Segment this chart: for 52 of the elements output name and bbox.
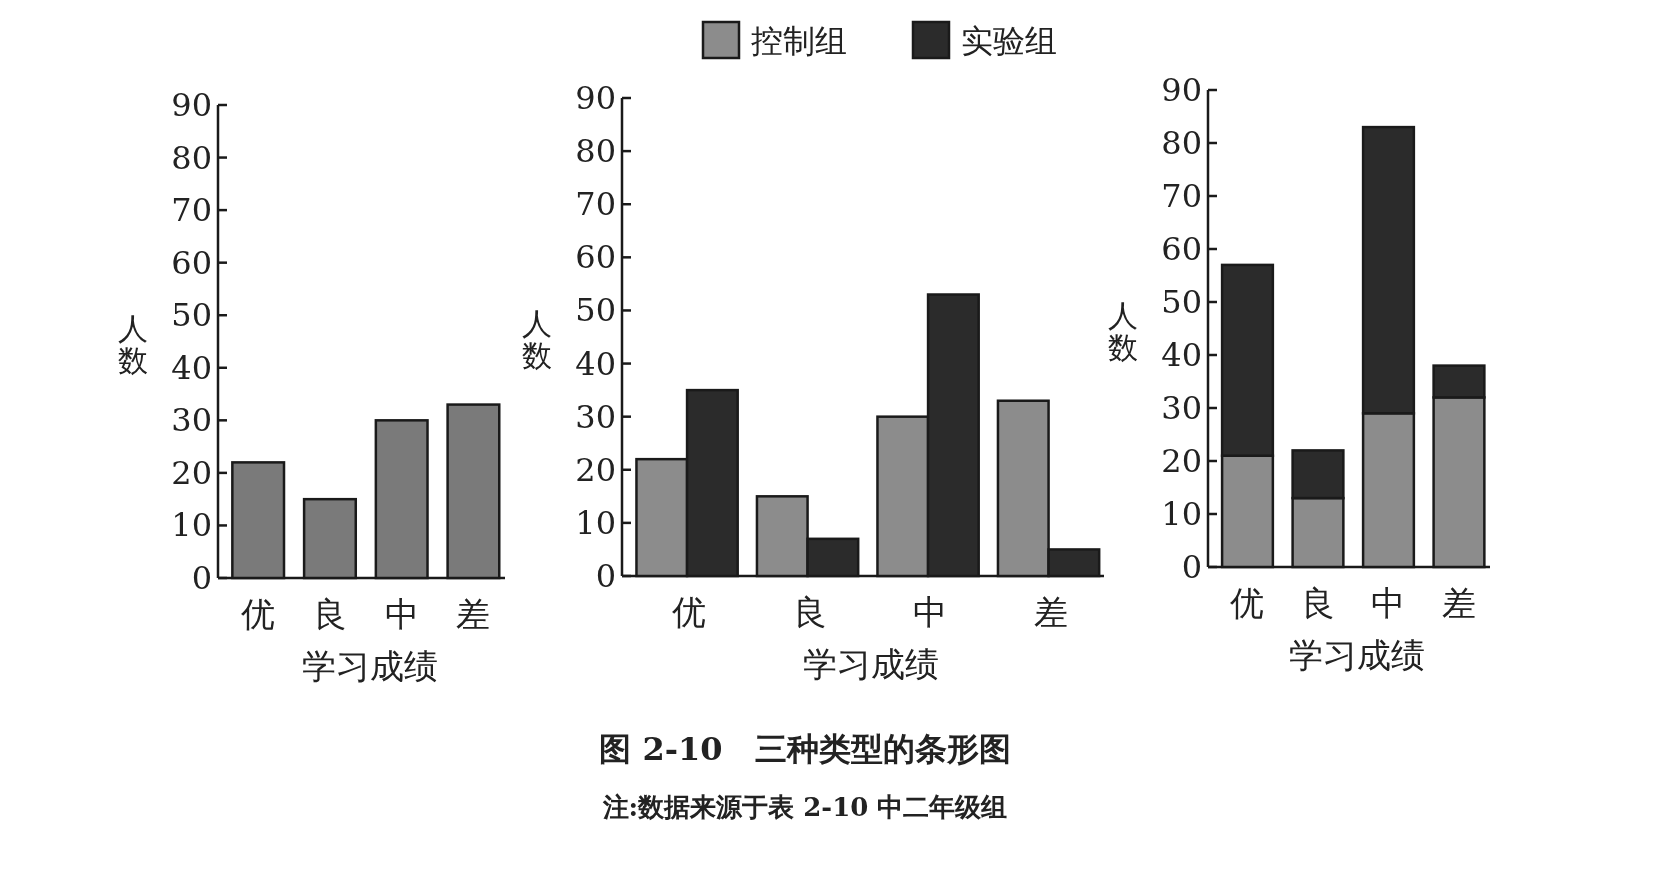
x-tick-label: 良 <box>792 592 827 632</box>
y-tick-label: 30 <box>575 397 616 436</box>
x-tick-label: 中 <box>913 592 948 632</box>
y-tick-label: 50 <box>575 291 616 330</box>
y-tick-label: 40 <box>171 348 212 387</box>
y-tick-label: 0 <box>595 557 616 595</box>
y-tick-label: 10 <box>171 506 212 545</box>
y-tick-label: 80 <box>1161 124 1202 162</box>
x-tick-label: 差 <box>456 594 491 634</box>
x-tick-label: 良 <box>1300 583 1335 623</box>
x-tick-label: 差 <box>1441 583 1476 623</box>
y-tick-label: 70 <box>1161 177 1202 215</box>
y-axis-title: 人数 <box>1108 297 1138 365</box>
x-tick-label: 优 <box>672 592 707 632</box>
y-tick-label: 0 <box>1181 548 1202 586</box>
y-tick-label: 40 <box>575 344 616 383</box>
x-tick-label: 优 <box>1230 583 1265 623</box>
y-axis-title: 人数 <box>522 306 552 373</box>
x-tick-label: 差 <box>1033 592 1068 632</box>
legend-label: 控制组 <box>751 22 847 60</box>
x-axis-title: 学习成绩 <box>301 646 438 686</box>
y-tick-label: 80 <box>171 138 212 177</box>
y-tick-label: 70 <box>575 185 616 224</box>
legend-label: 实验组 <box>961 22 1057 60</box>
text: 图 2-10 三种类型的条形图 <box>599 730 1011 768</box>
x-tick-label: 优 <box>241 594 276 634</box>
y-tick-label: 0 <box>191 559 212 597</box>
y-tick-label: 10 <box>575 503 616 542</box>
y-tick-label: 70 <box>171 191 212 230</box>
y-tick-label: 10 <box>1161 495 1202 533</box>
y-tick-label: 40 <box>1161 336 1202 374</box>
x-tick-label: 中 <box>1371 583 1406 623</box>
y-tick-label: 20 <box>1161 442 1202 480</box>
y-tick-label: 50 <box>171 296 212 335</box>
y-tick-label: 90 <box>171 86 212 124</box>
x-axis-title: 学习成绩 <box>803 644 939 684</box>
y-tick-label: 80 <box>575 132 616 171</box>
y-tick-label: 60 <box>171 243 212 282</box>
y-tick-label: 20 <box>171 453 212 492</box>
y-tick-label: 60 <box>1161 230 1202 268</box>
x-tick-label: 中 <box>384 594 419 634</box>
y-axis-title: 人数 <box>118 310 148 378</box>
y-tick-label: 90 <box>575 79 616 117</box>
y-tick-label: 50 <box>1161 283 1202 321</box>
y-tick-label: 60 <box>575 238 616 277</box>
y-tick-label: 90 <box>1161 71 1202 109</box>
y-tick-label: 30 <box>171 401 212 440</box>
text: 注:数据来源于表 2-10 中二年级组 <box>601 792 1008 822</box>
x-tick-label: 良 <box>312 594 347 634</box>
y-tick-label: 20 <box>575 450 616 489</box>
y-tick-label: 30 <box>1161 389 1202 427</box>
x-axis-title: 学习成绩 <box>1289 635 1425 675</box>
